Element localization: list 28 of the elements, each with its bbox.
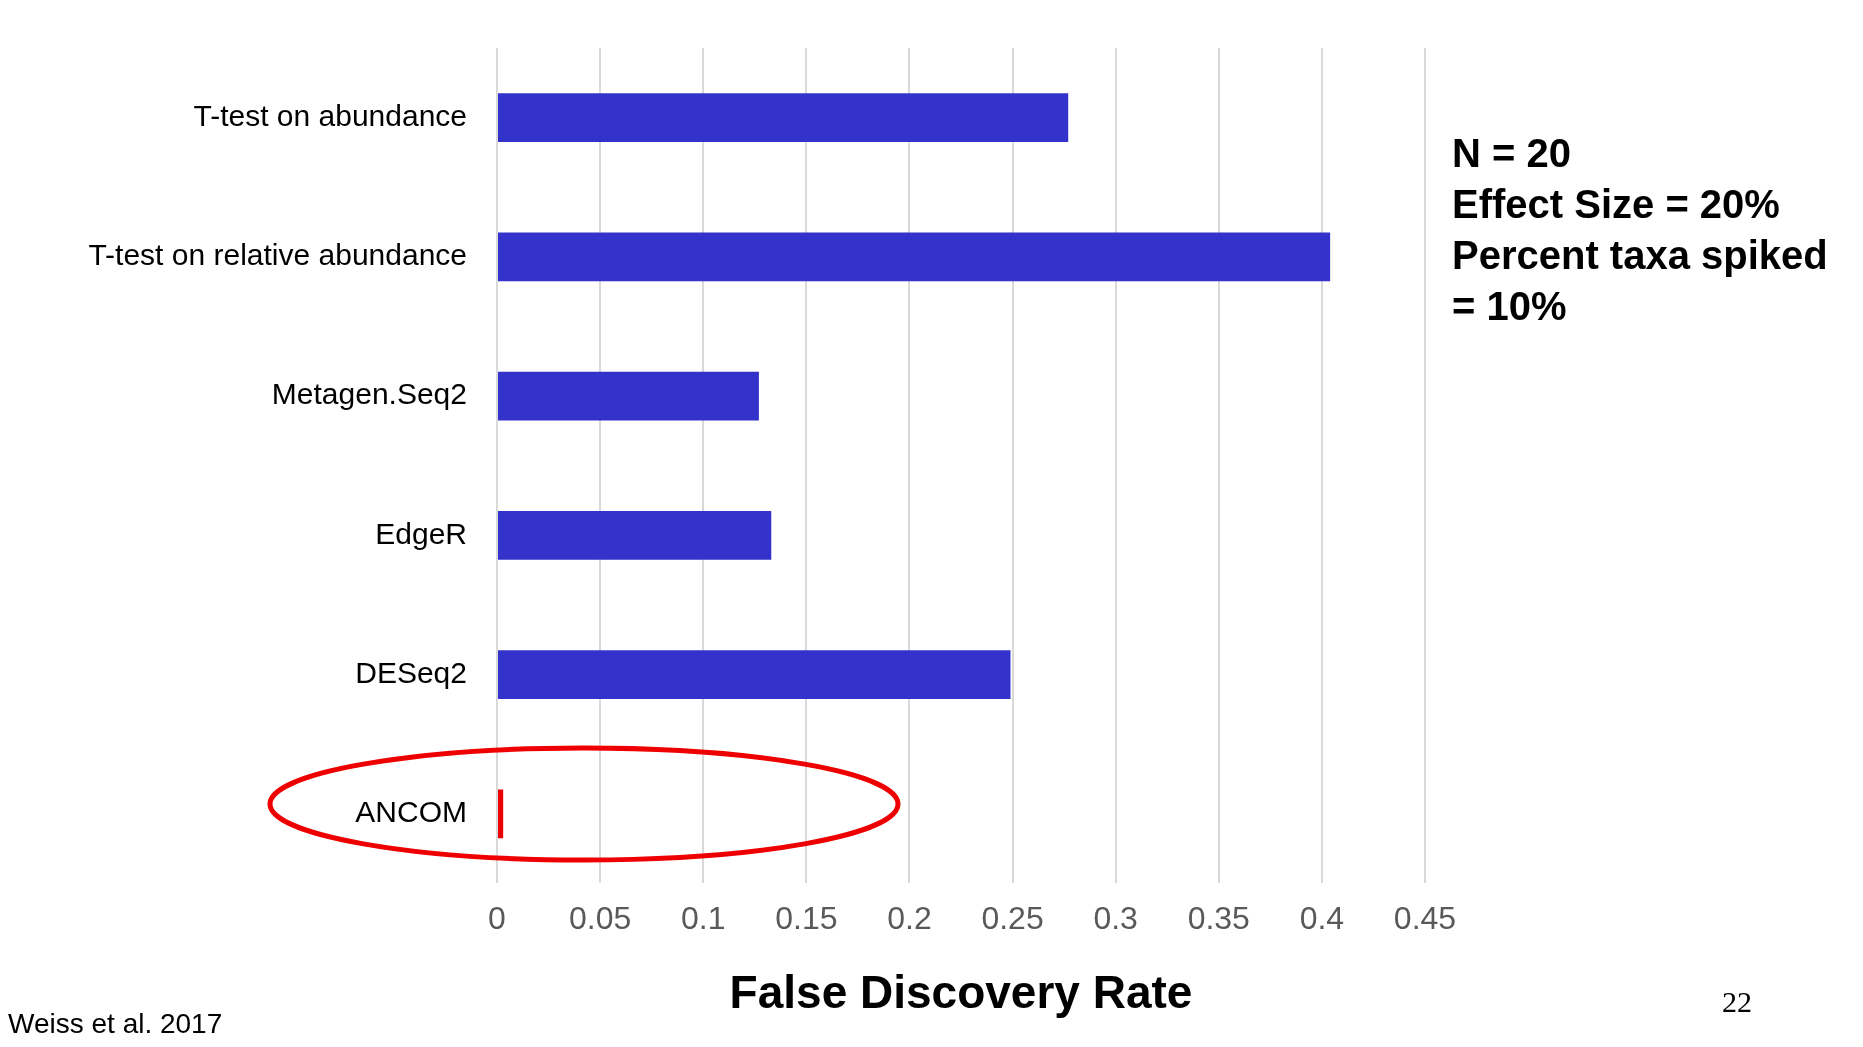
bar: [498, 232, 1331, 282]
y-tick-label: T-test on abundance: [193, 98, 467, 132]
bar: [498, 93, 1069, 142]
text: Effect Size = 20%: [1452, 181, 1781, 228]
x-tick-label: 0.1: [680, 900, 726, 937]
text: Percent taxa spiked = 10%: [1452, 232, 1829, 330]
y-tick-label: DESeq2: [355, 655, 467, 689]
bar: [498, 650, 1011, 699]
x-tick-label: 0.25: [981, 900, 1044, 937]
text: Weiss et al. 2017: [8, 1008, 223, 1040]
text: 22: [1722, 985, 1752, 1019]
x-tick-label: 0: [488, 900, 506, 937]
y-tick-label: EdgeR: [375, 516, 467, 550]
bar: [498, 510, 772, 560]
x-tick-label: 0.4: [1299, 900, 1345, 937]
x-tick-label: 0.3: [1093, 900, 1138, 937]
x-axis-title: False Discovery Rate: [729, 966, 1193, 1019]
x-tick-label: 0.2: [887, 900, 932, 937]
x-tick-label: 0.05: [568, 900, 632, 937]
y-tick-label: ANCOM: [355, 795, 467, 829]
text: N = 20: [1452, 130, 1572, 177]
bar: [498, 789, 504, 839]
y-tick-label: T-test on relative abundance: [88, 238, 467, 272]
y-tick-label: Metagen.Seq2: [271, 377, 467, 411]
x-tick-label: 0.35: [1187, 900, 1250, 937]
x-tick-label: 0.45: [1393, 900, 1457, 937]
bar: [498, 371, 759, 421]
x-tick-label: 0.15: [775, 900, 838, 937]
